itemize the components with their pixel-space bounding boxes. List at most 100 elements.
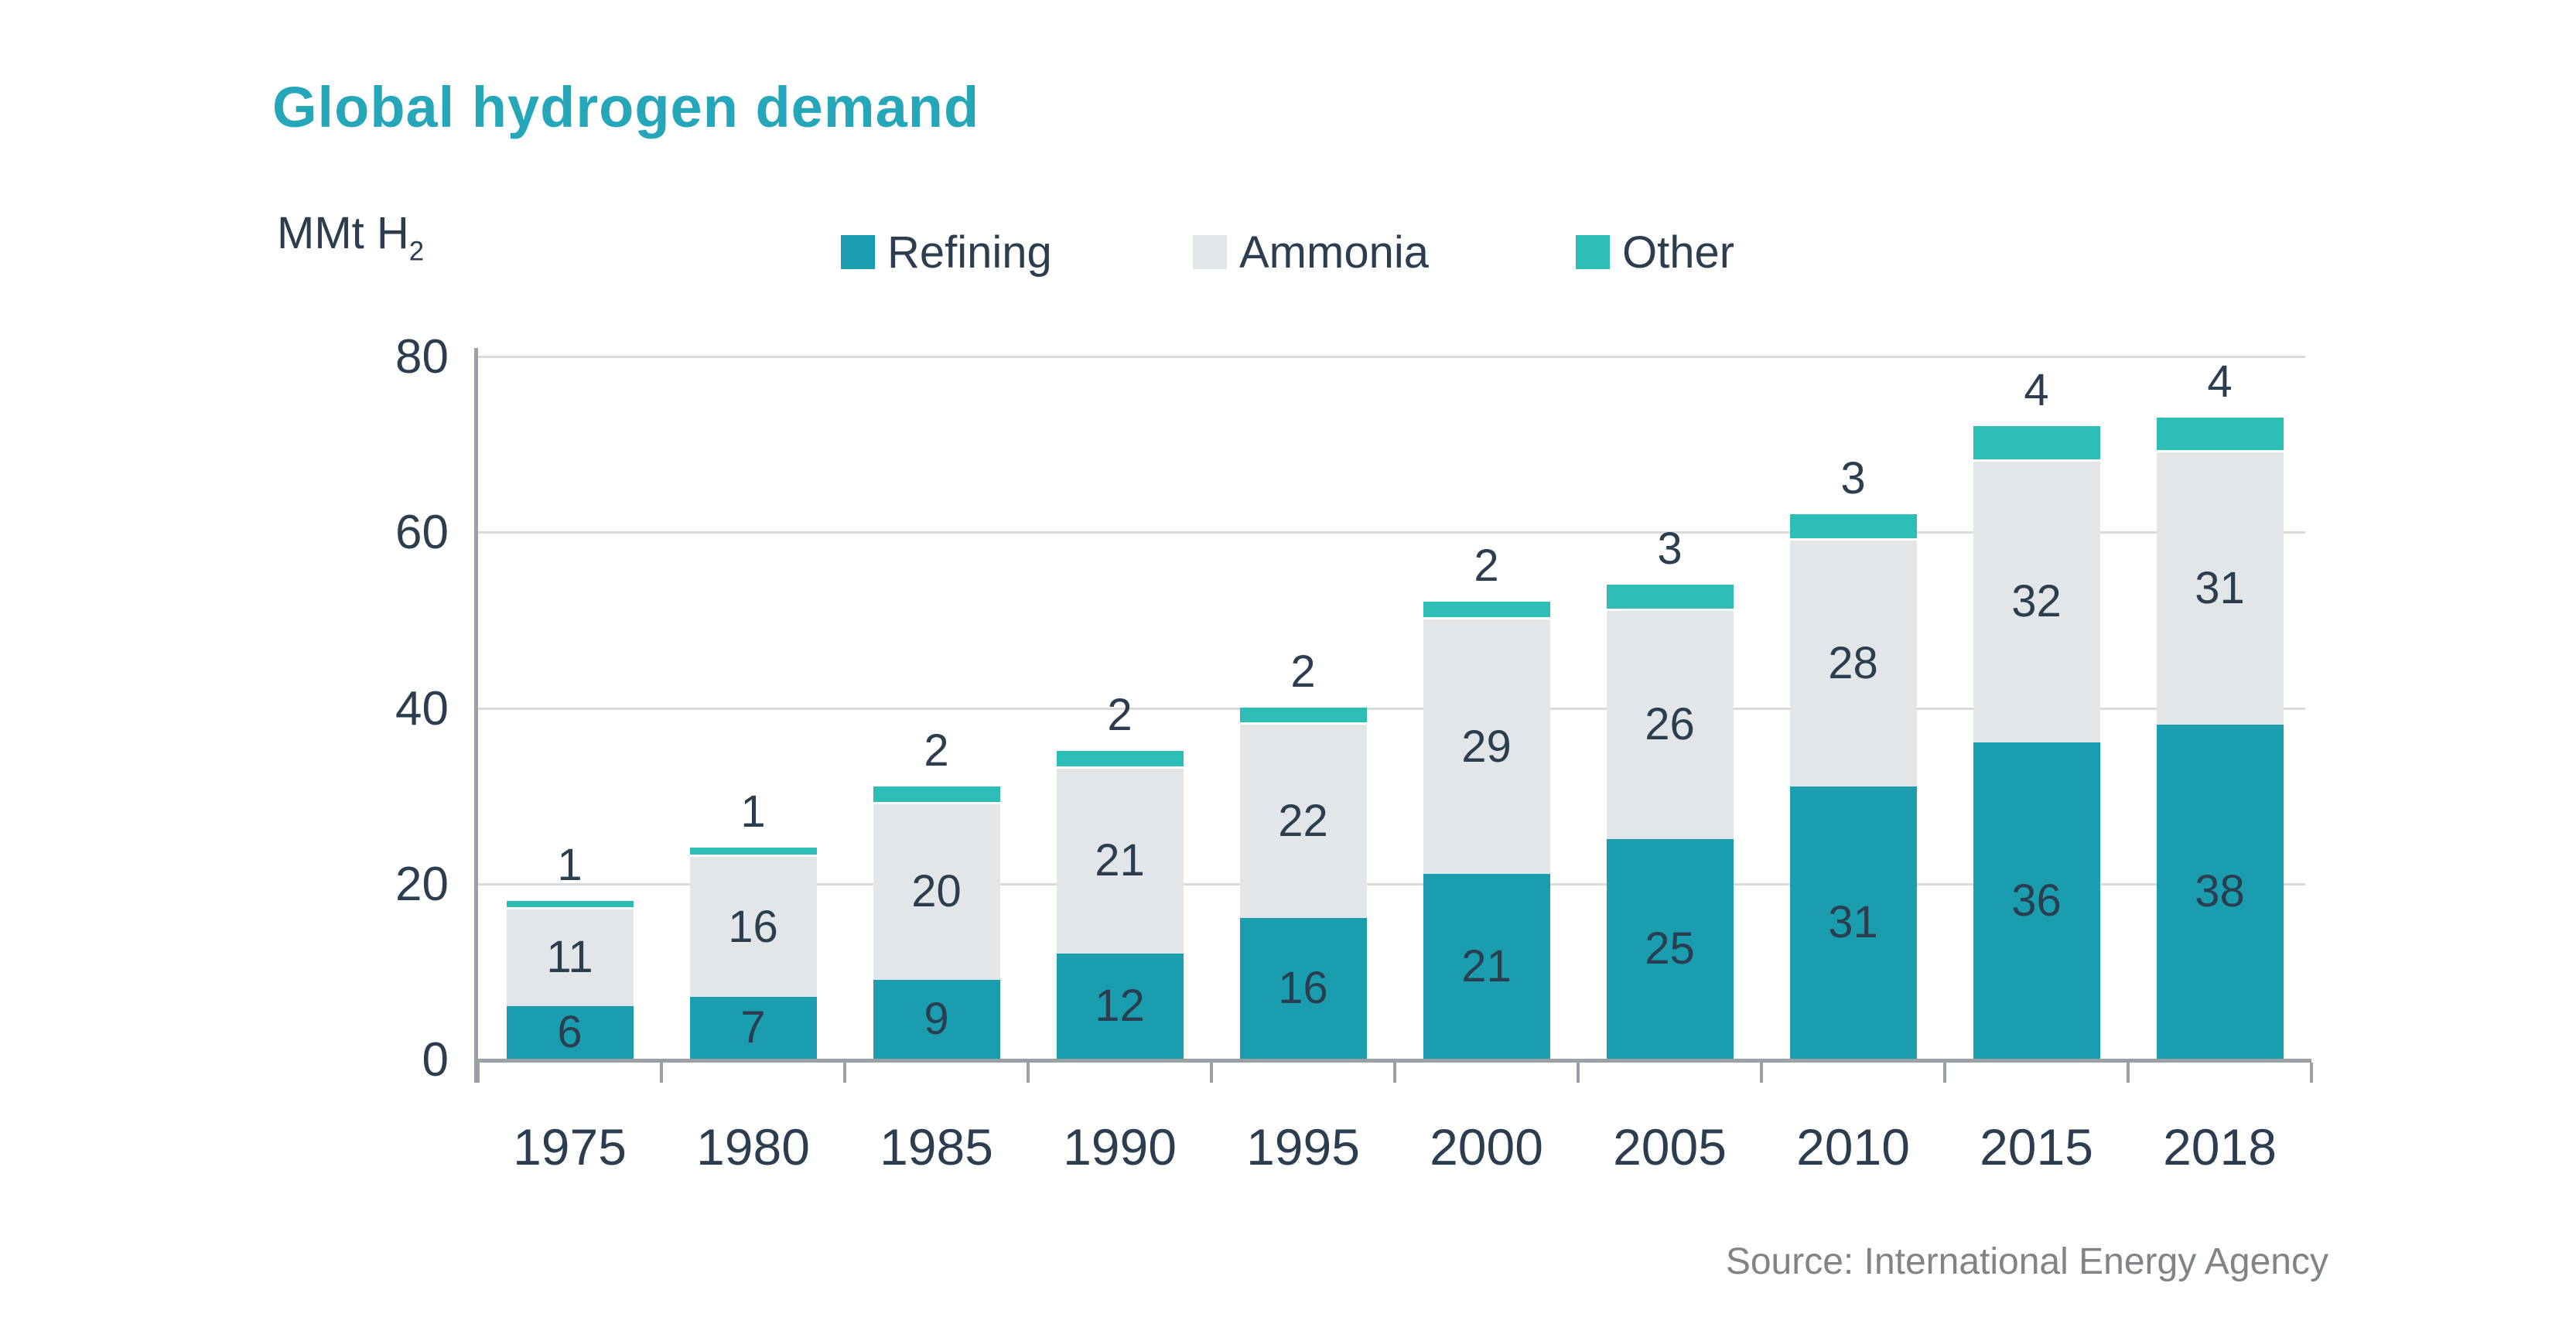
bar-segment-refining-1985 <box>873 979 1000 1059</box>
x-axis-label-2015: 2015 <box>1980 1118 2093 1176</box>
bar-segment-other-1980 <box>689 848 817 857</box>
x-axis-label-2000: 2000 <box>1430 1118 1543 1176</box>
x-axis-tick <box>2127 1063 2130 1083</box>
bar-value-label: 11 <box>546 932 593 983</box>
x-axis-tick <box>2310 1063 2313 1083</box>
bar-value-label-above: 2 <box>1290 646 1316 697</box>
x-axis-tick <box>843 1063 846 1083</box>
bar-segment-refining-1975 <box>506 1005 634 1059</box>
x-axis-label-1975: 1975 <box>513 1118 627 1176</box>
bar-value-label-above: 1 <box>557 839 583 890</box>
bar-value-label: 6 <box>557 1006 583 1057</box>
legend-label: Other <box>1622 227 1735 278</box>
y-axis-unit-text: MMt H <box>277 208 409 258</box>
gridline <box>478 531 2305 534</box>
bar-segment-refining-1995 <box>1239 918 1367 1059</box>
x-axis-tick <box>1393 1063 1396 1083</box>
legend-item-ammonia: Ammonia <box>1193 227 1429 278</box>
gridline <box>478 882 2305 885</box>
legend-swatch-icon <box>1193 235 1227 269</box>
bar-value-label-above: 2 <box>1107 690 1133 741</box>
bar-segment-ammonia-2005 <box>1606 610 1734 839</box>
bar-segment-other-1985 <box>873 786 1000 804</box>
y-axis-unit-label: MMt H2 <box>277 207 424 268</box>
legend-label: Ammonia <box>1239 227 1429 278</box>
bar-value-label: 21 <box>1461 940 1512 991</box>
x-axis-label-2005: 2005 <box>1613 1118 1727 1176</box>
bar-value-label: 7 <box>740 1002 766 1053</box>
bar-segment-other-1995 <box>1239 707 1367 725</box>
bar-value-label: 22 <box>1278 796 1328 847</box>
bar-value-label: 12 <box>1095 980 1145 1031</box>
bar-segment-refining-1980 <box>689 997 817 1059</box>
y-axis-label: 60 <box>395 506 449 560</box>
legend-swatch-icon <box>841 235 875 269</box>
y-axis-label: 20 <box>395 857 449 911</box>
bar-segment-other-1990 <box>1056 751 1184 769</box>
x-axis-tick <box>1760 1063 1763 1083</box>
x-axis-label-2010: 2010 <box>1796 1118 1910 1176</box>
x-axis-label-1995: 1995 <box>1246 1118 1360 1176</box>
bar-value-label: 29 <box>1461 721 1512 772</box>
bar-segment-ammonia-1995 <box>1239 725 1367 919</box>
bar-segment-refining-2005 <box>1606 839 1734 1059</box>
x-axis-tick <box>660 1063 663 1083</box>
bar-value-label: 16 <box>728 901 778 952</box>
x-axis-label-2018: 2018 <box>2163 1118 2277 1176</box>
y-axis-line <box>474 348 478 1083</box>
bar-segment-refining-2000 <box>1423 874 1550 1059</box>
x-axis-label-1985: 1985 <box>880 1118 993 1176</box>
bar-segment-ammonia-2000 <box>1423 619 1550 875</box>
legend-swatch-icon <box>1576 235 1610 269</box>
bar-segment-other-2018 <box>2156 417 2284 453</box>
bar-value-label: 9 <box>924 993 949 1044</box>
bar-segment-other-2010 <box>1789 514 1917 541</box>
bar-segment-ammonia-1975 <box>506 909 634 1006</box>
x-axis-tick <box>1027 1063 1030 1083</box>
bar-value-label: 28 <box>1828 637 1878 688</box>
bar-value-label: 26 <box>1645 699 1695 750</box>
bar-value-label-above: 2 <box>1474 541 1499 592</box>
y-axis-label: 0 <box>422 1033 449 1087</box>
bar-segment-ammonia-1980 <box>689 856 817 998</box>
bar-segment-other-1975 <box>506 900 634 909</box>
bar-value-label-above: 3 <box>1657 523 1683 574</box>
bar-segment-refining-1990 <box>1056 953 1184 1059</box>
bar-value-label-above: 1 <box>740 787 766 838</box>
bar-segment-refining-2018 <box>2156 725 2284 1059</box>
bar-value-label: 36 <box>2011 875 2062 926</box>
bar-segment-ammonia-2015 <box>1973 461 2100 743</box>
bar-value-label: 20 <box>911 866 962 917</box>
x-axis-baseline <box>474 1059 2311 1063</box>
y-axis-label: 40 <box>395 681 449 735</box>
x-axis-tick <box>1577 1063 1580 1083</box>
bar-value-label: 16 <box>1278 963 1328 1014</box>
bar-value-label: 38 <box>2195 866 2245 917</box>
x-axis-tick <box>477 1063 480 1083</box>
gridline <box>478 707 2305 710</box>
bar-value-label-above: 2 <box>924 725 949 776</box>
source-attribution: Source: International Energy Agency <box>1725 1241 2328 1282</box>
y-axis-label: 80 <box>395 330 449 384</box>
bar-segment-ammonia-2018 <box>2156 452 2284 725</box>
bar-segment-ammonia-1990 <box>1056 769 1184 954</box>
x-axis-label-1980: 1980 <box>696 1118 810 1176</box>
chart-title: Global hydrogen demand <box>272 75 980 139</box>
x-axis-label-1990: 1990 <box>1063 1118 1177 1176</box>
bar-value-label-above: 4 <box>2207 356 2233 407</box>
x-axis-tick <box>1210 1063 1213 1083</box>
bar-segment-refining-2015 <box>1973 742 2100 1059</box>
gridline <box>478 356 2305 359</box>
bar-value-label: 25 <box>1645 923 1695 974</box>
bar-value-label: 31 <box>2195 563 2245 614</box>
x-axis-tick <box>1943 1063 1946 1083</box>
bar-segment-ammonia-2010 <box>1789 540 1917 787</box>
legend-label: Refining <box>887 227 1052 278</box>
legend-item-refining: Refining <box>841 227 1052 278</box>
bar-segment-ammonia-1985 <box>873 804 1000 980</box>
y-axis-unit-subscript: 2 <box>408 236 425 267</box>
bar-value-label: 21 <box>1095 835 1145 886</box>
bar-value-label-above: 4 <box>2024 365 2049 416</box>
